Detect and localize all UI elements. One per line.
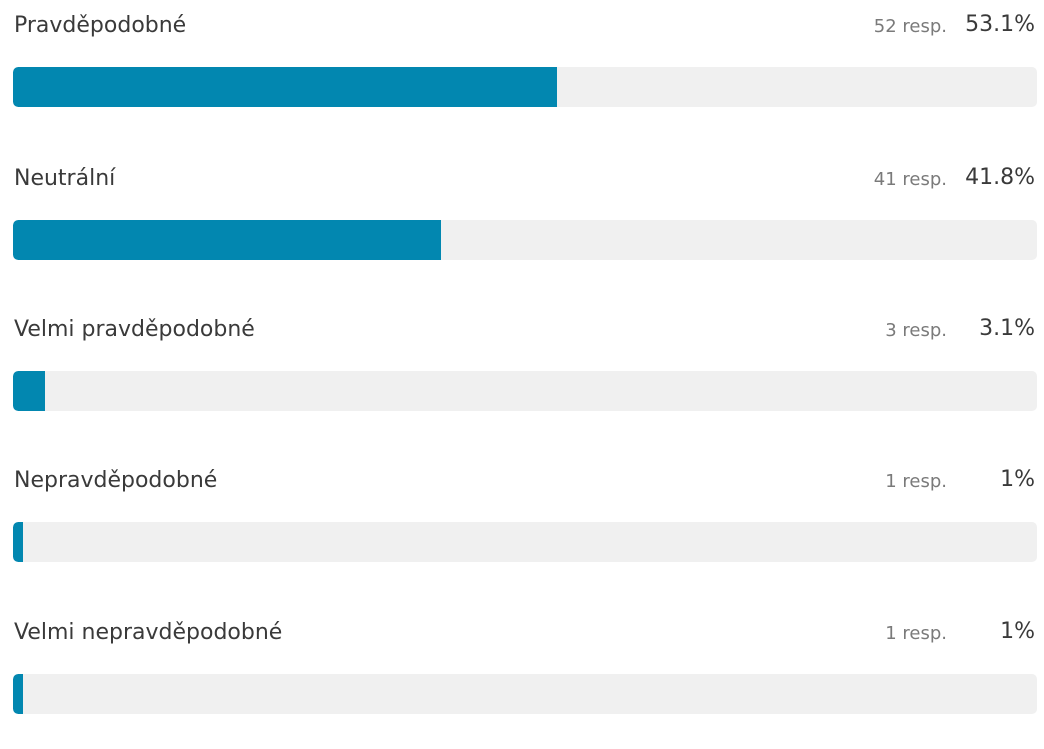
response-count: 1 resp.: [885, 471, 947, 492]
answer-row: Neutrální 41 resp. 41.8%: [0, 165, 1044, 295]
percent-label: 1%: [1000, 619, 1035, 644]
bar-track: [13, 220, 1037, 260]
bar-track: [13, 371, 1037, 411]
response-count: 1 resp.: [885, 623, 947, 644]
response-count: 41 resp.: [873, 169, 947, 190]
response-count: 52 resp.: [873, 16, 947, 37]
bar-fill: [13, 220, 441, 260]
bar-track: [13, 67, 1037, 107]
percent-label: 3.1%: [979, 316, 1035, 341]
response-count: 3 resp.: [885, 320, 947, 341]
answer-row: Pravděpodobné 52 resp. 53.1%: [0, 12, 1044, 142]
answer-label: Velmi nepravděpodobné: [14, 620, 283, 645]
bar-fill: [13, 67, 557, 107]
bar-fill: [13, 371, 45, 411]
bar-track: [13, 522, 1037, 562]
answer-label: Neutrální: [14, 166, 116, 191]
poll-results-chart: Pravděpodobné 52 resp. 53.1% Neutrální 41 re…: [0, 12, 1044, 714]
percent-label: 53.1%: [965, 12, 1035, 37]
bar-track: [13, 674, 1037, 714]
percent-label: 41.8%: [965, 165, 1035, 190]
answer-row: Velmi nepravděpodobné 1 resp. 1%: [0, 619, 1044, 749]
answer-label: Velmi pravděpodobné: [14, 317, 255, 342]
answer-row: Nepravděpodobné 1 resp. 1%: [0, 467, 1044, 597]
bar-fill: [13, 522, 23, 562]
answer-label: Nepravděpodobné: [14, 468, 218, 493]
answer-row: Velmi pravděpodobné 3 resp. 3.1%: [0, 316, 1044, 446]
answer-label: Pravděpodobné: [14, 13, 187, 38]
percent-label: 1%: [1000, 467, 1035, 492]
bar-fill: [13, 674, 23, 714]
